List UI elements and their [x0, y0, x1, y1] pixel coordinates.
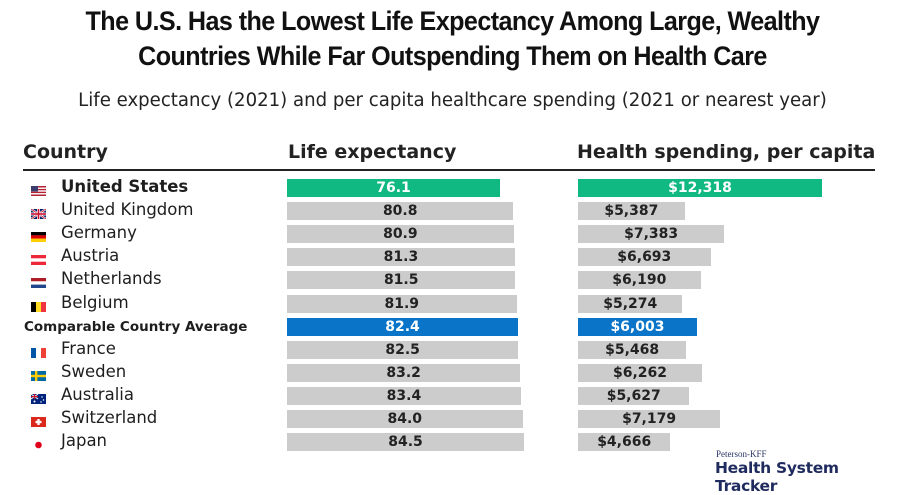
life-expectancy-value: 76.1 — [376, 180, 411, 196]
germany-flag-icon — [31, 229, 46, 242]
country-label: Germany — [61, 223, 137, 242]
uk-flag-icon — [30, 206, 47, 220]
spending-bar — [578, 433, 671, 451]
chart-subtitle: Life expectancy (2021) and per capita he… — [78, 90, 827, 111]
country-label: Japan — [61, 431, 108, 450]
life-expectancy-value: 84.5 — [388, 434, 423, 450]
life-expectancy-value: 81.5 — [383, 272, 419, 288]
us-flag-icon — [31, 183, 46, 196]
column-header-life-expectancy: Life expectancy — [288, 141, 457, 163]
column-header-country: Country — [23, 141, 108, 163]
country-label: Switzerland — [61, 408, 158, 427]
life-expectancy-bar — [287, 387, 521, 405]
spending-value: $6,190 — [612, 272, 667, 288]
life-expectancy-value: 81.9 — [384, 296, 420, 312]
spending-value: $6,693 — [617, 249, 672, 265]
spending-value: $5,387 — [604, 203, 659, 219]
belgium-flag-icon — [31, 299, 46, 312]
life-expectancy-value: 82.5 — [385, 342, 420, 358]
life-expectancy-bar — [287, 433, 524, 451]
life-expectancy-value: 81.3 — [383, 249, 419, 265]
life-expectancy-bar — [287, 295, 517, 313]
header-divider — [23, 169, 875, 171]
country-label: United States — [61, 177, 189, 196]
life-expectancy-value: 80.9 — [383, 226, 418, 242]
spending-bar — [578, 248, 711, 266]
life-expectancy-bar — [287, 179, 500, 197]
life-expectancy-bar — [287, 364, 521, 382]
spending-bar — [578, 387, 690, 405]
life-expectancy-bar — [287, 318, 518, 336]
life-expectancy-value: 82.4 — [385, 319, 420, 335]
spending-value: $6,003 — [610, 319, 665, 335]
spending-bar — [578, 364, 703, 382]
spending-value: $7,179 — [622, 411, 677, 427]
life-expectancy-bar — [287, 202, 514, 220]
spending-value: $6,262 — [613, 365, 668, 381]
spending-bar — [578, 225, 725, 243]
spending-value: $5,627 — [606, 388, 661, 404]
country-label: Comparable Country Average — [24, 319, 248, 335]
spending-bar — [578, 341, 687, 359]
country-label: Belgium — [61, 293, 129, 312]
spending-bar — [578, 295, 683, 313]
country-label: Netherlands — [61, 269, 162, 288]
spending-bar — [578, 179, 822, 197]
switzerland-flag-icon — [31, 414, 46, 427]
australia-flag-icon — [30, 391, 46, 404]
spending-value: $4,666 — [597, 434, 652, 450]
spending-bar — [578, 271, 701, 289]
life-expectancy-value: 83.2 — [386, 365, 421, 381]
spending-bar — [578, 202, 685, 220]
logo-health-system-tracker: Health System Tracker — [715, 459, 839, 495]
life-expectancy-bar — [287, 225, 514, 243]
country-label: France — [61, 339, 116, 358]
country-label: Australia — [61, 385, 134, 404]
france-flag-icon — [31, 345, 46, 358]
spending-bar — [578, 410, 721, 428]
life-expectancy-value: 84.0 — [387, 411, 423, 427]
life-expectancy-bar — [287, 341, 519, 359]
country-label: United Kingdom — [61, 200, 194, 219]
column-header-spending: Health spending, per capita — [577, 141, 876, 163]
life-expectancy-bar — [287, 248, 515, 266]
chart-title: The U.S. Has the Lowest Life Expectancy … — [85, 6, 821, 71]
sweden-flag-icon — [31, 368, 46, 381]
country-label: Sweden — [61, 362, 127, 381]
austria-flag-icon — [31, 252, 46, 265]
life-expectancy-value: 80.8 — [382, 203, 418, 219]
life-expectancy-bar — [287, 271, 516, 289]
spending-value: $5,468 — [605, 342, 660, 358]
life-expectancy-value: 83.4 — [386, 388, 422, 404]
life-expectancy-bar — [287, 410, 523, 428]
country-label: Austria — [61, 246, 120, 265]
spending-value: $5,274 — [603, 296, 658, 312]
netherlands-flag-icon — [31, 275, 46, 288]
spending-value: $7,383 — [624, 226, 679, 242]
spending-value: $12,318 — [668, 180, 732, 196]
logo-peterson-kff: Peterson-KFF — [716, 449, 767, 459]
japan-flag-icon — [31, 437, 46, 449]
spending-bar — [578, 318, 697, 336]
